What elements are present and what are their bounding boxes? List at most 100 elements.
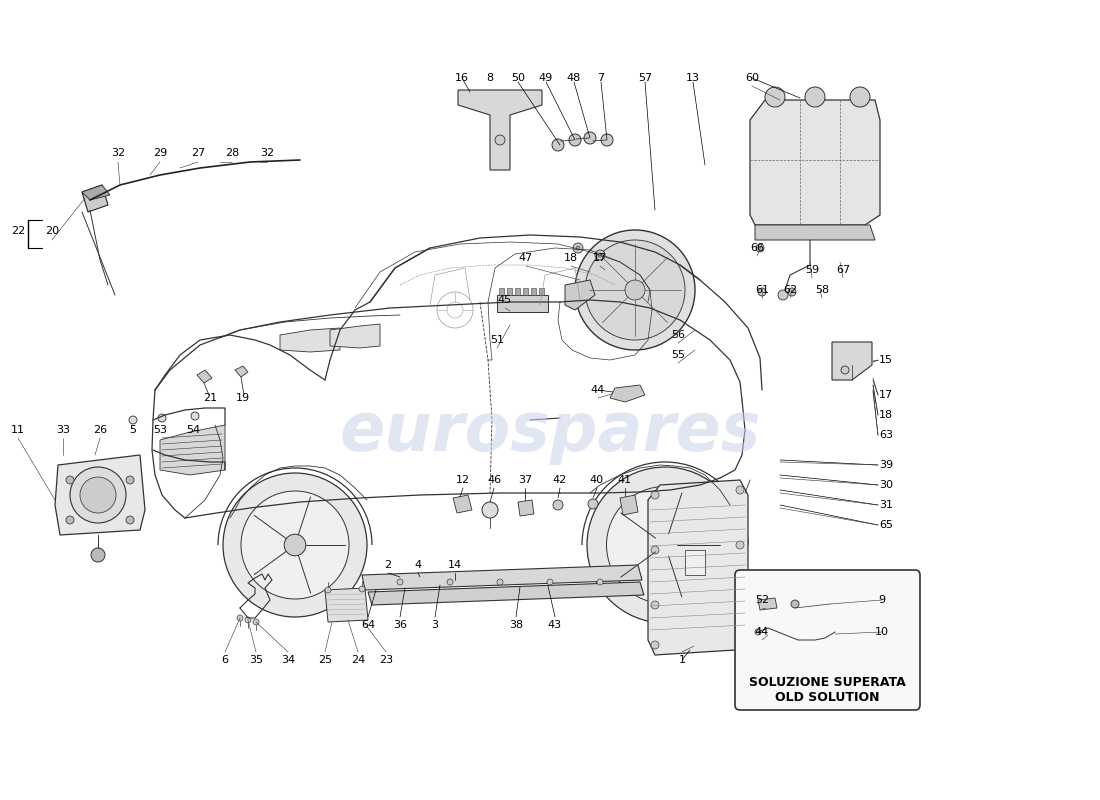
- Circle shape: [66, 476, 74, 484]
- Text: 46: 46: [487, 475, 502, 485]
- Bar: [499, 288, 504, 295]
- Text: 48: 48: [566, 73, 581, 83]
- Text: 28: 28: [224, 148, 239, 158]
- Text: 23: 23: [378, 655, 393, 665]
- Circle shape: [497, 579, 503, 585]
- Circle shape: [736, 486, 744, 494]
- Text: 35: 35: [249, 655, 263, 665]
- Circle shape: [547, 579, 553, 585]
- Polygon shape: [610, 385, 645, 402]
- Text: 17: 17: [879, 390, 893, 400]
- Circle shape: [651, 641, 659, 649]
- Bar: [515, 288, 520, 295]
- Circle shape: [241, 491, 349, 599]
- Circle shape: [588, 499, 598, 509]
- Text: 2: 2: [384, 560, 392, 570]
- Text: 1: 1: [679, 655, 685, 665]
- Polygon shape: [197, 370, 212, 383]
- Text: 67: 67: [836, 265, 850, 275]
- Text: 52: 52: [755, 595, 769, 605]
- Text: 42: 42: [553, 475, 568, 485]
- Text: 61: 61: [755, 285, 769, 295]
- Text: 15: 15: [879, 355, 893, 365]
- Text: 26: 26: [92, 425, 107, 435]
- Polygon shape: [565, 280, 595, 310]
- Text: 41: 41: [618, 475, 632, 485]
- Polygon shape: [648, 480, 748, 655]
- Circle shape: [601, 134, 613, 146]
- Circle shape: [569, 134, 581, 146]
- Circle shape: [573, 243, 583, 253]
- Text: 56: 56: [671, 330, 685, 340]
- Circle shape: [595, 250, 605, 260]
- Text: 54: 54: [186, 425, 200, 435]
- Circle shape: [651, 491, 659, 499]
- Text: 3: 3: [431, 620, 439, 630]
- Circle shape: [755, 629, 761, 635]
- Bar: [522, 288, 528, 295]
- Polygon shape: [750, 100, 880, 225]
- Text: 40: 40: [590, 475, 604, 485]
- Circle shape: [553, 500, 563, 510]
- Text: eurospares: eurospares: [339, 399, 761, 465]
- Circle shape: [587, 467, 742, 623]
- Circle shape: [126, 516, 134, 524]
- Text: 8: 8: [486, 73, 494, 83]
- Circle shape: [736, 641, 744, 649]
- Circle shape: [575, 230, 695, 350]
- Circle shape: [805, 87, 825, 107]
- Text: 7: 7: [597, 73, 605, 83]
- Text: 37: 37: [518, 475, 532, 485]
- Text: 39: 39: [879, 460, 893, 470]
- Bar: [507, 288, 512, 295]
- Text: 33: 33: [56, 425, 70, 435]
- Circle shape: [66, 516, 74, 524]
- Text: 6: 6: [221, 655, 229, 665]
- Circle shape: [253, 619, 258, 625]
- Polygon shape: [755, 225, 874, 240]
- Text: 5: 5: [130, 425, 136, 435]
- Circle shape: [736, 596, 744, 604]
- Text: 38: 38: [509, 620, 524, 630]
- Circle shape: [653, 534, 676, 557]
- Text: 59: 59: [805, 265, 820, 275]
- Polygon shape: [160, 425, 226, 475]
- Circle shape: [756, 244, 764, 252]
- Text: 66: 66: [750, 243, 764, 253]
- Polygon shape: [758, 598, 777, 610]
- Polygon shape: [832, 342, 872, 380]
- Circle shape: [606, 486, 724, 603]
- Text: 17: 17: [593, 253, 607, 263]
- Circle shape: [576, 246, 580, 250]
- Text: 32: 32: [260, 148, 274, 158]
- Text: 44: 44: [755, 627, 769, 637]
- Text: 11: 11: [11, 425, 25, 435]
- Polygon shape: [458, 90, 542, 170]
- Circle shape: [584, 132, 596, 144]
- Bar: [685, 550, 705, 575]
- Circle shape: [597, 579, 603, 585]
- Text: 45: 45: [498, 295, 513, 305]
- Circle shape: [80, 477, 116, 513]
- Polygon shape: [55, 455, 145, 535]
- Circle shape: [778, 290, 788, 300]
- Text: SOLUZIONE SUPERATA
OLD SOLUTION: SOLUZIONE SUPERATA OLD SOLUTION: [749, 676, 905, 704]
- Text: 49: 49: [539, 73, 553, 83]
- Polygon shape: [368, 582, 644, 605]
- Text: 24: 24: [351, 655, 365, 665]
- Circle shape: [126, 476, 134, 484]
- Text: 22: 22: [11, 226, 25, 236]
- Text: 29: 29: [153, 148, 167, 158]
- Polygon shape: [330, 324, 380, 348]
- Circle shape: [625, 280, 645, 300]
- Text: 64: 64: [361, 620, 375, 630]
- Circle shape: [764, 87, 785, 107]
- Text: 25: 25: [318, 655, 332, 665]
- Text: 13: 13: [686, 73, 700, 83]
- Text: 44: 44: [591, 385, 605, 395]
- Bar: [539, 288, 544, 295]
- Circle shape: [651, 546, 659, 554]
- Text: 20: 20: [45, 226, 59, 236]
- Circle shape: [397, 579, 403, 585]
- Polygon shape: [518, 500, 534, 516]
